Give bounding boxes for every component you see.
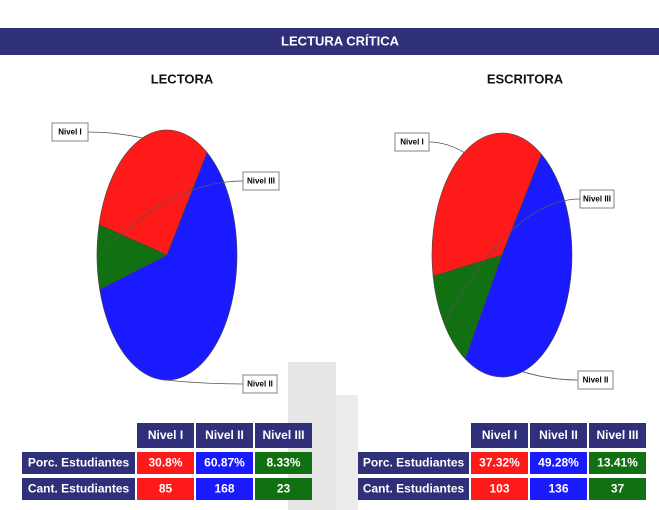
chart-title: LECTORA — [151, 71, 214, 86]
table-header: Nivel I — [148, 428, 183, 442]
table-header: Nivel I — [482, 428, 517, 442]
slice-label: Nivel III — [583, 195, 611, 204]
table-cell — [530, 478, 587, 500]
slice-label: Nivel I — [400, 138, 424, 147]
row-label-cell — [358, 452, 469, 474]
row-label-cell — [22, 452, 135, 474]
label-box — [242, 171, 280, 191]
table-value: 8.33% — [266, 456, 300, 470]
row-label-cell — [22, 478, 135, 500]
leader-line — [428, 141, 465, 153]
table-value: 30.8% — [148, 456, 182, 470]
header-bar — [0, 28, 659, 55]
table-cell — [196, 452, 253, 474]
leader-line — [87, 131, 143, 139]
slice-label: Nivel III — [247, 177, 275, 186]
table-header-cell — [255, 423, 312, 448]
label-box — [394, 132, 430, 152]
pie-slice — [464, 153, 573, 378]
table-header: Nivel II — [205, 428, 244, 442]
table-value: 60.87% — [204, 456, 245, 470]
table-value: 37.32% — [479, 456, 520, 470]
leader-line — [161, 379, 244, 385]
row-label: Cant. Estudiantes — [28, 482, 130, 496]
table-cell — [530, 452, 587, 474]
table-header: Nivel II — [539, 428, 578, 442]
table-header-cell — [471, 423, 528, 448]
table-cell — [137, 478, 194, 500]
pie-slice — [99, 151, 238, 381]
label-box — [242, 374, 278, 394]
table-header: Nivel III — [262, 428, 304, 442]
table-cell — [471, 452, 528, 474]
slice-label: Nivel I — [58, 128, 82, 137]
table-cell — [255, 452, 312, 474]
row-label: Cant. Estudiantes — [363, 482, 465, 496]
pie-slice — [96, 224, 168, 290]
table-header-cell — [137, 423, 194, 448]
pie-slice — [432, 254, 503, 360]
header-title: LECTURA CRÍTICA — [281, 33, 400, 48]
table-value: 103 — [489, 482, 509, 496]
row-label: Porc. Estudiantes — [28, 456, 130, 470]
table-header: Nivel III — [596, 428, 638, 442]
leader-line — [443, 198, 581, 324]
table-header-cell — [196, 423, 253, 448]
table-value: 37 — [611, 482, 625, 496]
table-cell — [589, 478, 646, 500]
table-header-cell — [530, 423, 587, 448]
row-label-cell — [358, 478, 469, 500]
table-value: 49.28% — [538, 456, 579, 470]
label-box — [577, 370, 614, 390]
table-cell — [196, 478, 253, 500]
slice-label: Nivel II — [583, 376, 609, 385]
table-value: 85 — [159, 482, 173, 496]
label-box — [51, 122, 89, 142]
watermark — [336, 395, 358, 510]
table-cell — [137, 452, 194, 474]
table-value: 13.41% — [597, 456, 638, 470]
table-cell — [471, 478, 528, 500]
row-label: Porc. Estudiantes — [363, 456, 465, 470]
label-box — [579, 189, 615, 209]
table-value: 168 — [214, 482, 234, 496]
table-value: 23 — [277, 482, 291, 496]
table-cell — [589, 452, 646, 474]
leader-line — [96, 180, 244, 258]
table-value: 136 — [548, 482, 568, 496]
leader-line — [522, 371, 579, 381]
chart-title: ESCRITORA — [487, 71, 564, 86]
table-cell — [255, 478, 312, 500]
slice-label: Nivel II — [247, 380, 273, 389]
table-header-cell — [589, 423, 646, 448]
